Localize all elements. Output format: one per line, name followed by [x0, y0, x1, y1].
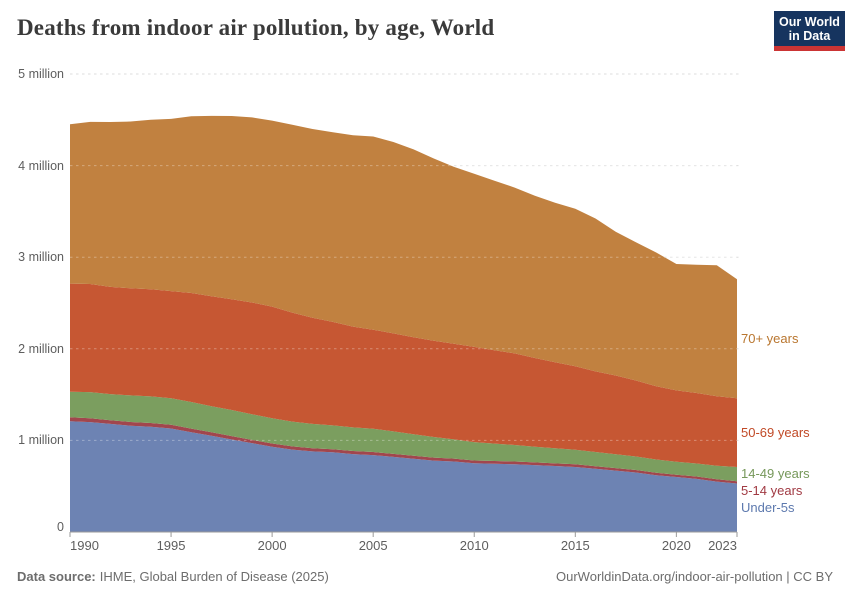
owid-logo-line1: Our World — [779, 15, 840, 29]
x-tick-label-2023: 2023 — [708, 538, 737, 553]
legend-label-5-14-years[interactable]: 5-14 years — [741, 483, 803, 499]
footer-source-text: IHME, Global Burden of Disease (2025) — [99, 569, 329, 584]
x-tick-label-2010: 2010 — [459, 538, 489, 553]
y-tick-label-3: 3 million — [18, 250, 64, 265]
x-tick-label-2000: 2000 — [257, 538, 287, 553]
legend-label-under-5s[interactable]: Under-5s — [741, 500, 795, 516]
area-14-49-years[interactable] — [70, 391, 737, 482]
chart-footer: Data source: IHME, Global Burden of Disea… — [17, 569, 833, 584]
y-tick-label-4: 4 million — [18, 158, 64, 173]
area-under-5s[interactable] — [70, 421, 737, 532]
area-70-years[interactable] — [70, 115, 737, 399]
x-tick-label-2020: 2020 — [661, 538, 691, 553]
x-tick-label-2005: 2005 — [358, 538, 388, 553]
footer-source: Data source: IHME, Global Burden of Disea… — [17, 569, 329, 584]
legend-label-14-49-years[interactable]: 14-49 years — [741, 466, 810, 482]
owid-logo[interactable]: Our World in Data — [774, 11, 845, 51]
y-tick-label-2: 2 million — [18, 341, 64, 356]
y-tick-label-0: 0 — [57, 520, 64, 534]
chart-title: Deaths from indoor air pollution, by age… — [17, 15, 495, 40]
owid-logo-line2: in Data — [788, 29, 831, 43]
footer-citation: OurWorldinData.org/indoor-air-pollution … — [556, 569, 833, 584]
area-50-69-years[interactable] — [70, 283, 737, 467]
x-tick-label-1995: 1995 — [156, 538, 186, 553]
legend-label-50-69-years[interactable]: 50-69 years — [741, 424, 810, 440]
y-tick-label-1: 1 million — [18, 433, 64, 448]
x-tick-label-2015: 2015 — [560, 538, 590, 553]
owid-logo-box: Our World in Data — [774, 11, 845, 46]
owid-logo-bar — [774, 46, 845, 51]
legend-label-70-years[interactable]: 70+ years — [741, 330, 799, 346]
x-tick-label-1990: 1990 — [70, 538, 99, 553]
y-tick-label-5: 5 million — [18, 67, 64, 81]
footer-source-label: Data source: — [17, 569, 96, 584]
area-5-14-years[interactable] — [70, 417, 737, 484]
